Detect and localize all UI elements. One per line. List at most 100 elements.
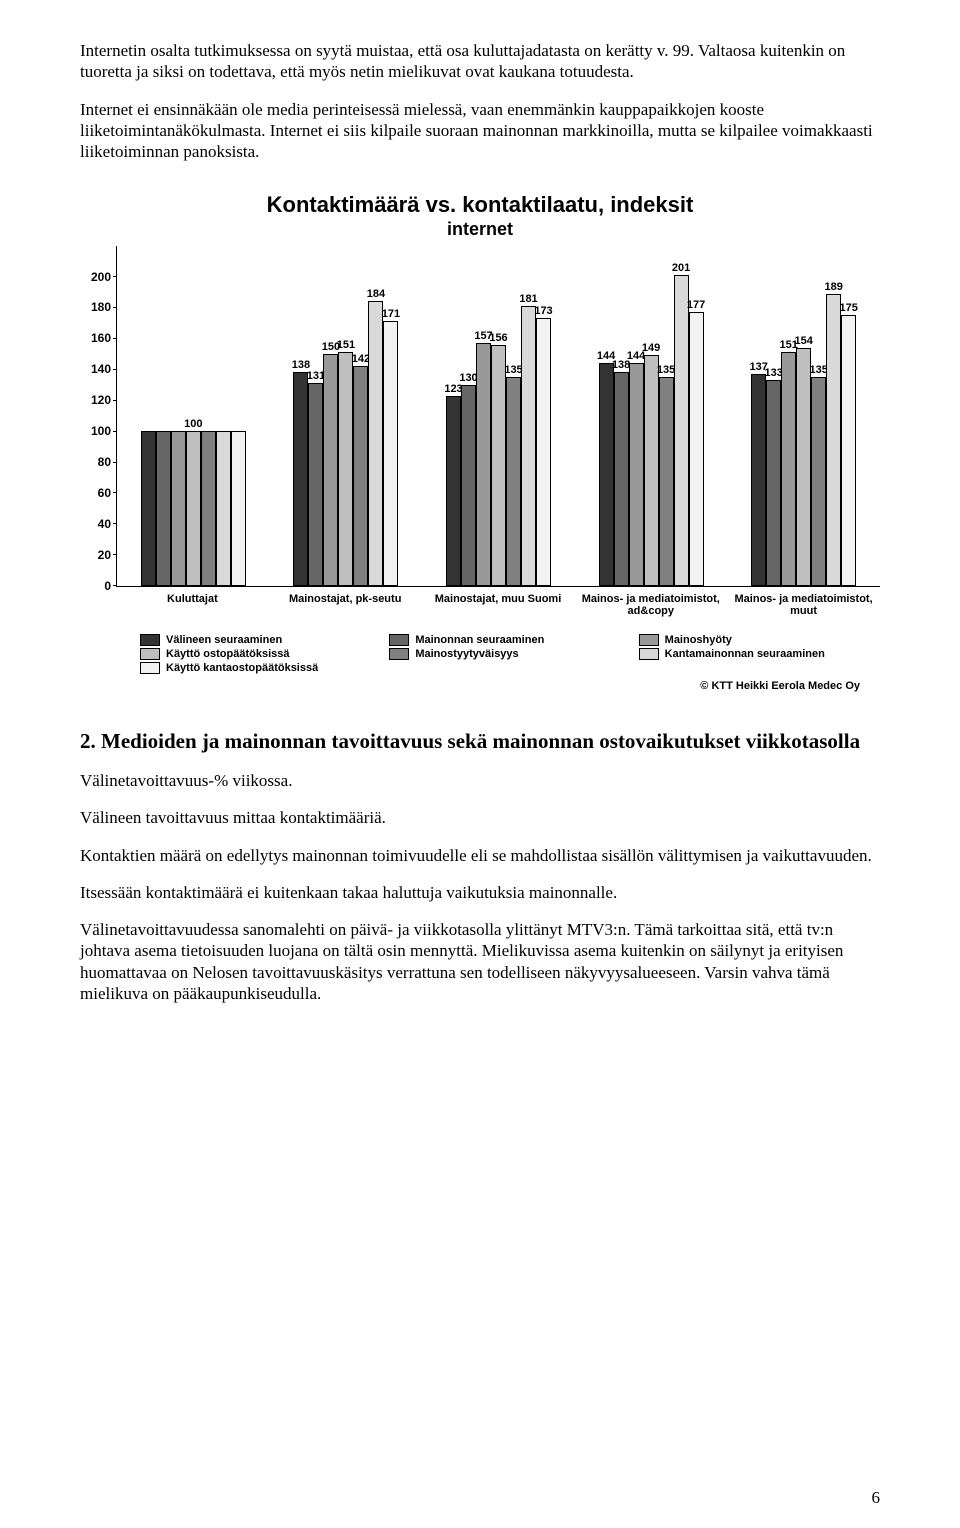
y-tick — [113, 523, 117, 524]
bar: 156 — [491, 345, 506, 586]
legend-swatch — [140, 648, 160, 660]
y-axis-label: 20 — [83, 548, 111, 562]
bar — [171, 431, 186, 586]
legend-swatch — [389, 634, 409, 646]
chart-plot-area: 0204060801001201401601802001001381311501… — [116, 246, 880, 587]
bar-value-label: 149 — [642, 342, 660, 354]
y-tick — [113, 400, 117, 401]
y-axis-label: 200 — [83, 270, 111, 284]
legend-item: Käyttö ostopäätöksissä — [140, 648, 381, 660]
bar: 138 — [614, 372, 629, 585]
bar-group: 123130157156135181173 — [446, 306, 551, 586]
section-heading-2: 2. Medioiden ja mainonnan tavoittavuus s… — [80, 728, 880, 754]
bar-value-label: 154 — [795, 335, 813, 347]
bar: 184 — [368, 301, 383, 585]
bar-group: 138131150151142184171 — [293, 301, 398, 585]
x-axis-category: Mainos- ja mediatoimistot, ad&copy — [574, 593, 727, 618]
bar: 177 — [689, 312, 704, 586]
chart-legend: Välineen seuraaminen Mainonnan seuraamine… — [140, 634, 880, 674]
bar: 130 — [461, 385, 476, 586]
bar-value-label: 100 — [184, 418, 202, 430]
bar: 173 — [536, 318, 551, 585]
x-axis-category: Kuluttajat — [116, 593, 269, 618]
bar-value-label: 130 — [459, 372, 477, 384]
legend-label: Käyttö kantaostopäätöksissä — [166, 662, 318, 674]
bar — [141, 431, 156, 586]
bar: 151 — [781, 352, 796, 585]
x-axis-category: Mainos- ja mediatoimistot, muut — [727, 593, 880, 618]
bar: 154 — [796, 348, 811, 586]
y-tick — [113, 338, 117, 339]
bar: 138 — [293, 372, 308, 585]
bar: 135 — [506, 377, 521, 586]
bar-value-label: 184 — [367, 288, 385, 300]
y-tick — [113, 369, 117, 370]
legend-item: Mainostyytyväisyys — [389, 648, 630, 660]
legend-label: Käyttö ostopäätöksissä — [166, 648, 289, 660]
bar-value-label: 133 — [765, 367, 783, 379]
y-axis-label: 80 — [83, 455, 111, 469]
bar: 149 — [644, 355, 659, 585]
y-tick — [113, 585, 117, 586]
page-number: 6 — [872, 1488, 881, 1508]
body-paragraph-2: Välineen tavoittavuus mittaa kontaktimää… — [80, 807, 880, 828]
legend-item: Käyttö kantaostopäätöksissä — [140, 662, 381, 674]
y-tick — [113, 307, 117, 308]
bar: 157 — [476, 343, 491, 586]
y-axis-label: 0 — [83, 579, 111, 593]
bar-value-label: 175 — [840, 302, 858, 314]
bar: 133 — [766, 380, 781, 586]
bar: 151 — [338, 352, 353, 585]
legend-label: Mainonnan seuraaminen — [415, 634, 544, 646]
legend-label: Mainoshyöty — [665, 634, 732, 646]
bar-value-label: 135 — [810, 364, 828, 376]
y-axis-label: 180 — [83, 300, 111, 314]
bar: 142 — [353, 366, 368, 585]
y-axis-label: 60 — [83, 486, 111, 500]
bar: 144 — [629, 363, 644, 586]
bar-value-label: 156 — [489, 332, 507, 344]
body-paragraph-3: Kontaktien määrä on edellytys mainonnan … — [80, 845, 880, 866]
bar-value-label: 142 — [352, 353, 370, 365]
body-paragraph-5: Välinetavoittavuudessa sanomalehti on pä… — [80, 919, 880, 1004]
bar-value-label: 171 — [382, 308, 400, 320]
chart-title: Kontaktimäärä vs. kontaktilaatu, indeksi… — [80, 192, 880, 218]
chart-subtitle: internet — [80, 219, 880, 240]
legend-item: Kantamainonnan seuraaminen — [639, 648, 880, 660]
legend-swatch — [639, 634, 659, 646]
y-axis-label: 100 — [83, 424, 111, 438]
bar: 135 — [659, 377, 674, 586]
x-axis-category: Mainostajat, pk-seutu — [269, 593, 422, 618]
bar-group: 144138144149135201177 — [599, 275, 704, 586]
intro-paragraph-2: Internet ei ensinnäkään ole media perint… — [80, 99, 880, 163]
legend-swatch — [140, 634, 160, 646]
bar-value-label: 135 — [504, 364, 522, 376]
legend-item: Välineen seuraaminen — [140, 634, 381, 646]
body-paragraph-1: Välinetavoittavuus-% viikossa. — [80, 770, 880, 791]
bar: 171 — [383, 321, 398, 585]
bar-value-label: 201 — [672, 262, 690, 274]
bar-value-label: 189 — [825, 281, 843, 293]
bar-value-label: 123 — [444, 383, 462, 395]
bar-group: 137133151154135189175 — [751, 294, 856, 586]
bar — [231, 431, 246, 586]
legend-item: Mainoshyöty — [639, 634, 880, 646]
bar — [201, 431, 216, 586]
legend-swatch — [389, 648, 409, 660]
legend-swatch — [140, 662, 160, 674]
bar: 135 — [811, 377, 826, 586]
bar: 123 — [446, 396, 461, 586]
y-tick — [113, 276, 117, 277]
y-axis-label: 40 — [83, 517, 111, 531]
bar: 131 — [308, 383, 323, 585]
bar: 175 — [841, 315, 856, 585]
bar-value-label: 131 — [307, 370, 325, 382]
legend-item: Mainonnan seuraaminen — [389, 634, 630, 646]
bar-value-label: 173 — [534, 305, 552, 317]
bar: 201 — [674, 275, 689, 586]
bar-chart: Kontaktimäärä vs. kontaktilaatu, indeksi… — [80, 192, 880, 692]
bar — [156, 431, 171, 586]
y-tick — [113, 554, 117, 555]
legend-label: Välineen seuraaminen — [166, 634, 282, 646]
bar-value-label: 135 — [657, 364, 675, 376]
